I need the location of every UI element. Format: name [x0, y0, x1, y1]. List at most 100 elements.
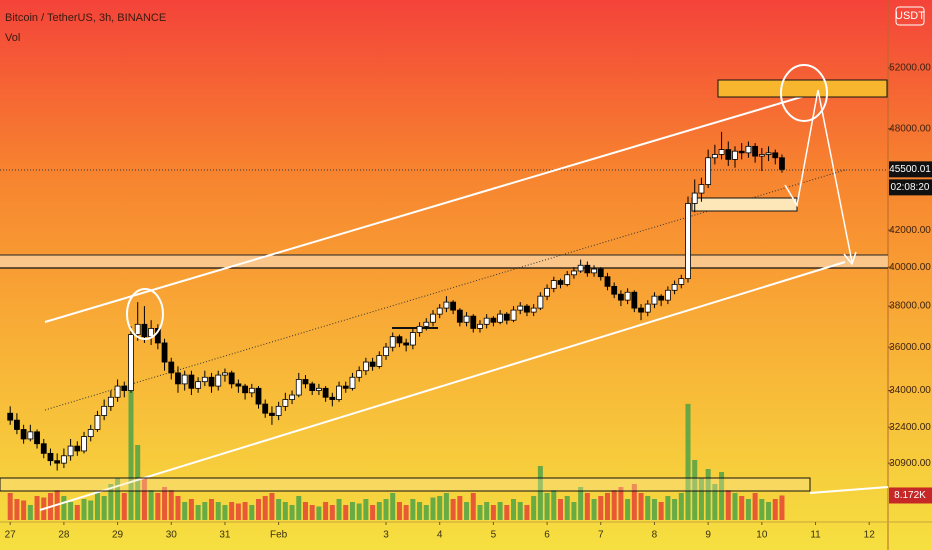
price-badge: [889, 161, 932, 178]
candle-body: [7, 412, 14, 421]
candle-body: [34, 431, 40, 445]
volume-bar: [611, 490, 617, 520]
volume-bar: [289, 505, 295, 520]
candle-body: [537, 295, 544, 309]
volume-bar: [638, 493, 644, 520]
volume-bar: [222, 505, 228, 520]
candle-body: [289, 394, 295, 400]
x-tick-label: 30: [166, 530, 178, 541]
volume-bar: [578, 487, 584, 520]
volume-bar: [537, 466, 543, 520]
x-tick-label: Feb: [270, 530, 288, 541]
volume-bar: [370, 505, 376, 520]
candle-body: [329, 396, 336, 400]
volume-bar: [7, 493, 13, 520]
candle-body: [530, 307, 537, 313]
volume-bar: [155, 493, 161, 520]
candle-body: [81, 436, 87, 452]
volume-bar: [195, 505, 201, 520]
candle-body: [483, 317, 490, 325]
volume-bar: [282, 502, 288, 520]
arrow-head: [843, 251, 857, 266]
candle-body: [40, 443, 47, 454]
volume-bar: [14, 499, 20, 520]
channel-bottom: [39, 261, 846, 511]
volume-badge: [889, 487, 932, 504]
y-tick-label: 40000.00: [889, 262, 931, 273]
volume-bar: [443, 493, 449, 520]
candle-body: [309, 383, 316, 391]
volume-bar: [141, 478, 147, 520]
last-price-label: 45500.01: [889, 164, 931, 175]
currency-badge[interactable]: [895, 6, 925, 26]
x-tick-label: 9: [705, 530, 711, 541]
volume-bar: [68, 502, 74, 520]
candle-body: [423, 321, 430, 327]
candle-body: [765, 152, 772, 155]
x-tick-label: 31: [219, 530, 231, 541]
candle-layer: [7, 131, 785, 471]
volume-legend: Vol: [5, 32, 20, 44]
candle-body: [74, 445, 81, 452]
candle-body: [336, 385, 342, 400]
currency-label[interactable]: USDT: [895, 10, 925, 22]
volume-bar: [81, 499, 87, 520]
countdown-label: 02:08:20: [891, 182, 930, 193]
candle-body: [208, 376, 215, 387]
candle-body: [349, 376, 356, 389]
volume-bar: [551, 490, 557, 520]
candle-body: [631, 291, 638, 309]
x-tick-label: 28: [58, 530, 70, 541]
x-tick-label: 3: [383, 530, 389, 541]
volume-bar: [672, 499, 678, 520]
volume-bar: [34, 496, 40, 520]
volume-bar: [692, 460, 698, 520]
y-tick-label: 36000.00: [889, 342, 931, 353]
volume-layer: [7, 388, 785, 520]
volume-bar: [235, 503, 241, 520]
volume-bar: [571, 502, 577, 520]
y-tick-label: 38000.00: [889, 301, 931, 312]
candle-body: [470, 315, 477, 329]
candle-body: [584, 264, 591, 274]
candle-body: [47, 452, 54, 462]
volume-bar: [685, 403, 691, 520]
candle-body: [725, 149, 732, 160]
highlight-circle: [126, 288, 164, 340]
support-box: [691, 197, 798, 212]
volume-bar: [202, 502, 208, 520]
volume-bar: [470, 493, 476, 520]
candle-body: [624, 291, 631, 301]
volume-bar: [135, 445, 141, 520]
candle-body: [698, 184, 705, 194]
candle-body: [403, 342, 410, 346]
candle-body: [463, 315, 470, 323]
volume-bar: [477, 505, 483, 520]
volume-bar: [309, 505, 315, 520]
volume-bar: [705, 469, 711, 520]
candle-body: [436, 307, 443, 315]
candle-body: [121, 385, 128, 391]
candle-body: [450, 301, 457, 311]
y-tick-label: 48000.00: [889, 123, 931, 134]
candle-body: [430, 313, 436, 323]
volume-bar: [376, 502, 382, 520]
y-tick-label: 52000.00: [889, 63, 931, 74]
x-tick-label: 5: [491, 530, 497, 541]
candle-body: [242, 385, 248, 394]
x-tick-label: 27: [5, 530, 17, 541]
volume-bar: [296, 496, 302, 520]
volume-bar: [430, 497, 436, 520]
y-tick-label: 42000.00: [889, 225, 931, 236]
volume-bar: [759, 499, 765, 520]
candle-body: [477, 323, 483, 329]
candle-body: [275, 405, 282, 416]
volume-bar: [497, 502, 503, 520]
volume-bar: [712, 484, 718, 520]
volume-bar: [544, 493, 550, 520]
candle-body: [732, 150, 738, 160]
x-tick-label: 11: [810, 530, 821, 541]
volume-bar: [343, 505, 349, 520]
volume-bar: [464, 502, 470, 520]
candle-body: [188, 374, 195, 389]
